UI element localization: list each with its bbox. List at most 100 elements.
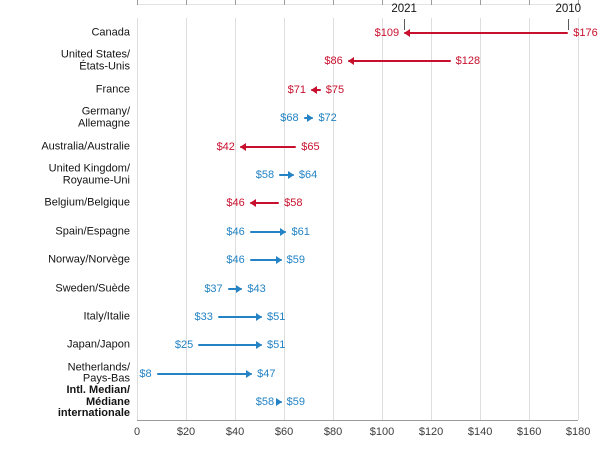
x-axis-label: $40 bbox=[225, 426, 245, 438]
x-axis-label: $80 bbox=[323, 426, 343, 438]
top-axis-tick bbox=[283, 0, 285, 5]
arrow-head-australia-australie bbox=[239, 142, 246, 151]
value-2010-norway-norv-ge: $46 bbox=[226, 254, 245, 267]
trend-line-norway-norv-ge bbox=[249, 259, 282, 262]
row-label-united-states-tats-unis: United States/ États-Unis bbox=[60, 48, 130, 73]
year-label-2010: 2010 bbox=[555, 3, 582, 15]
row-label-united-kingdom-royaume-uni: United Kingdom/ Royaume-Uni bbox=[48, 162, 130, 186]
value-2021-united-states-tats-unis: $86 bbox=[324, 55, 343, 68]
x-axis-label: $180 bbox=[565, 426, 591, 438]
row-label-canada: Canada bbox=[91, 26, 130, 39]
value-2021-japan-japon: $51 bbox=[266, 339, 286, 352]
top-axis-tick bbox=[381, 0, 383, 5]
gridline bbox=[381, 18, 383, 420]
value-2021-italy-italie: $51 bbox=[266, 311, 286, 323]
value-2021-australia-australie: $42 bbox=[216, 140, 235, 153]
x-axis-label: $20 bbox=[176, 426, 196, 438]
trend-line-japan-japon bbox=[198, 344, 262, 347]
row-label-intl-median-m-diane-internationale: Intl. Median/ Médiane internationale bbox=[57, 383, 130, 419]
trend-line-united-states-tats-unis bbox=[347, 60, 451, 63]
gridline bbox=[234, 18, 236, 420]
arrow-head-canada bbox=[404, 29, 411, 37]
gridline bbox=[185, 18, 187, 420]
row-label-australia-australie: Australia/Australie bbox=[41, 139, 130, 152]
gridline bbox=[577, 18, 579, 420]
arrow-head-spain-espagne bbox=[280, 227, 287, 236]
x-axis-label: $160 bbox=[516, 426, 542, 438]
value-2021-sweden-su-de: $43 bbox=[247, 282, 266, 295]
top-axis-tick bbox=[528, 0, 530, 5]
value-2021-united-kingdom-royaume-uni: $64 bbox=[298, 169, 318, 181]
value-2010-spain-espagne: $46 bbox=[226, 225, 245, 238]
arrow-head-italy-italie bbox=[255, 313, 262, 321]
arrow-head-united-states-tats-unis bbox=[347, 57, 354, 66]
top-axis-tick bbox=[234, 0, 236, 5]
row-label-belgium-belgique: Belgium/Belgique bbox=[44, 196, 130, 209]
arrow-head-japan-japon bbox=[255, 341, 262, 350]
top-axis-tick bbox=[479, 0, 481, 5]
trend-line-italy-italie bbox=[217, 316, 262, 318]
year-tick-2021 bbox=[404, 19, 406, 30]
arrow-head-germany-allemagne bbox=[307, 114, 314, 123]
value-2010-germany-allemagne: $68 bbox=[280, 112, 299, 125]
top-axis-tick bbox=[577, 0, 579, 5]
top-axis-tick bbox=[136, 0, 138, 5]
value-2010-intl-median-m-diane-internationale: $58 bbox=[255, 396, 275, 409]
arrow-head-france bbox=[310, 85, 317, 94]
value-2010-japan-japon: $25 bbox=[174, 339, 194, 352]
value-2010-united-states-tats-unis: $128 bbox=[455, 55, 481, 68]
x-axis-label: 0 bbox=[133, 426, 141, 438]
arrow-head-belgium-belgique bbox=[249, 199, 256, 208]
row-label-sweden-su-de: Sweden/Suède bbox=[55, 281, 130, 294]
value-2021-canada: $109 bbox=[374, 27, 400, 39]
trend-line-belgium-belgique bbox=[249, 202, 280, 205]
value-2010-sweden-su-de: $37 bbox=[204, 282, 223, 295]
value-2021-france: $71 bbox=[287, 83, 306, 96]
gridline bbox=[136, 18, 138, 420]
gridline bbox=[430, 18, 432, 420]
trend-line-australia-australie bbox=[239, 145, 297, 148]
trend-line-netherlands-pays-bas bbox=[156, 372, 253, 375]
top-axis-line bbox=[137, 4, 579, 5]
arrow-head-intl-median-m-diane-internationale bbox=[275, 398, 282, 407]
value-2021-germany-allemagne: $72 bbox=[318, 112, 337, 125]
value-2010-canada: $176 bbox=[573, 27, 598, 39]
row-label-japan-japon: Japan/Japon bbox=[67, 338, 130, 351]
gridline bbox=[528, 18, 530, 420]
year-label-2021: 2021 bbox=[391, 3, 417, 15]
x-axis-label: $140 bbox=[467, 426, 493, 438]
x-axis-label: $60 bbox=[274, 426, 294, 438]
arrow-head-united-kingdom-royaume-uni bbox=[287, 171, 294, 179]
row-label-spain-espagne: Spain/Espagne bbox=[55, 225, 130, 238]
row-label-germany-allemagne: Germany/ Allemagne bbox=[78, 105, 130, 130]
arrow-head-netherlands-pays-bas bbox=[246, 369, 253, 378]
top-axis-tick bbox=[185, 0, 187, 5]
value-2010-australia-australie: $65 bbox=[301, 140, 320, 153]
arrow-head-norway-norv-ge bbox=[275, 256, 282, 265]
year-tick-2010 bbox=[568, 19, 570, 30]
row-label-netherlands-pays-bas: Netherlands/ Pays-Bas bbox=[67, 361, 130, 385]
row-label-norway-norv-ge: Norway/Norvège bbox=[48, 253, 130, 266]
trend-line-spain-espagne bbox=[249, 230, 287, 233]
gridline bbox=[479, 18, 481, 420]
top-axis-tick bbox=[332, 0, 334, 5]
value-2010-united-kingdom-royaume-uni: $58 bbox=[255, 169, 275, 181]
top-axis-tick bbox=[430, 0, 432, 5]
trend-line-canada bbox=[404, 32, 569, 34]
value-2010-netherlands-pays-bas: $8 bbox=[139, 367, 152, 380]
value-2010-belgium-belgique: $58 bbox=[284, 197, 303, 210]
value-2010-france: $75 bbox=[325, 83, 345, 96]
value-2021-netherlands-pays-bas: $47 bbox=[257, 367, 276, 380]
trend-line-united-kingdom-royaume-uni bbox=[279, 174, 294, 176]
x-axis-label: $120 bbox=[418, 426, 444, 438]
gridline bbox=[332, 18, 334, 420]
row-label-france: France bbox=[95, 83, 130, 96]
gridline bbox=[283, 18, 285, 420]
row-label-italy-italie: Italy/Italie bbox=[83, 310, 130, 323]
arrow-head-sweden-su-de bbox=[236, 284, 243, 293]
value-2021-spain-espagne: $61 bbox=[291, 225, 310, 238]
trend-line-sweden-su-de bbox=[227, 287, 243, 290]
value-2021-belgium-belgique: $46 bbox=[226, 197, 245, 210]
x-axis-label: $100 bbox=[369, 426, 395, 438]
